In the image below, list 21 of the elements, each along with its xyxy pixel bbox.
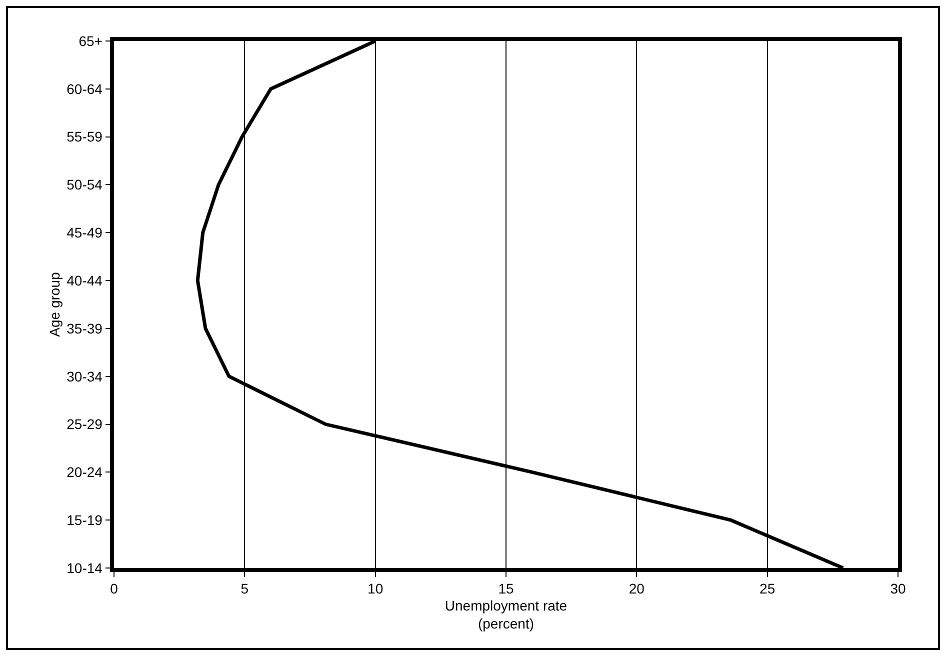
x-tick-label: 5 <box>240 580 249 597</box>
y-tick-label: 15-19 <box>66 512 103 528</box>
x-tick-label: 0 <box>110 580 118 597</box>
y-tick-label: 20-24 <box>66 464 103 480</box>
x-tick-label: 15 <box>498 580 514 597</box>
y-tick-label: 50-54 <box>66 176 103 193</box>
x-tick-label: 20 <box>628 580 645 597</box>
y-tick-label: 35-39 <box>66 320 103 336</box>
y-tick-label: 60-64 <box>66 80 103 97</box>
y-tick-label: 30-34 <box>66 368 103 384</box>
y-tick-label: 40-44 <box>66 272 103 288</box>
x-tick-label: 10 <box>368 580 384 597</box>
x-axis-title: Unemployment rate (percent) <box>444 597 568 632</box>
x-tick-label: 30 <box>890 580 906 597</box>
y-tick-label: 45-49 <box>66 224 103 241</box>
y-tick-label: 10-14 <box>66 560 103 576</box>
y-tick-label: 65+ <box>78 32 102 49</box>
y-tick-label: 25-29 <box>66 416 103 432</box>
y-axis-title: Age group <box>46 272 63 337</box>
x-tick-label: 25 <box>760 580 776 597</box>
y-tick-label: 55-59 <box>66 128 103 145</box>
